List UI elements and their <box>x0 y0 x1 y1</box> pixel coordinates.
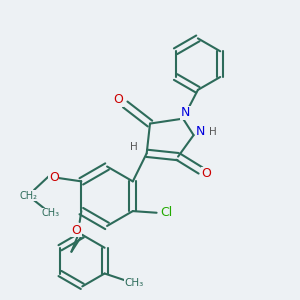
Text: O: O <box>202 167 212 180</box>
Text: H: H <box>209 127 217 137</box>
Text: N: N <box>181 106 190 119</box>
Text: CH₃: CH₃ <box>42 208 60 218</box>
Text: O: O <box>71 224 81 237</box>
Text: N: N <box>196 125 206 138</box>
Text: Cl: Cl <box>161 206 173 219</box>
Text: CH₃: CH₃ <box>124 278 143 288</box>
Text: O: O <box>114 93 124 106</box>
Text: CH₂: CH₂ <box>20 191 38 201</box>
Text: O: O <box>49 171 59 184</box>
Text: H: H <box>130 142 137 152</box>
